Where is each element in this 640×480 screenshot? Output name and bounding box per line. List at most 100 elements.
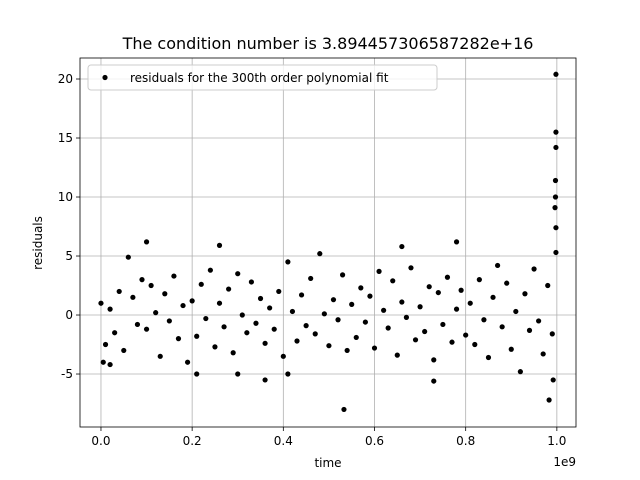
point: [431, 378, 437, 384]
point: [203, 315, 209, 322]
point: [444, 274, 451, 280]
x-offset-label: 1e9: [553, 455, 576, 469]
point: [517, 369, 523, 375]
point: [552, 194, 559, 200]
point: [408, 265, 414, 271]
point: [458, 287, 464, 293]
x-tick-label: 0.6: [365, 434, 384, 448]
point: [216, 242, 223, 248]
point: [121, 347, 127, 354]
point: [139, 277, 145, 283]
point: [553, 71, 559, 77]
point: [504, 280, 510, 286]
point: [134, 321, 141, 328]
point: [253, 320, 259, 326]
point: [226, 286, 232, 292]
point: [280, 353, 286, 359]
point: [303, 323, 309, 329]
point: [358, 285, 364, 291]
point: [285, 371, 291, 377]
point: [553, 144, 559, 151]
point: [394, 352, 400, 358]
point: [371, 345, 378, 351]
x-tick-label: 0.0: [91, 434, 110, 448]
chart-title: The condition number is 3.89445730658728…: [122, 34, 534, 53]
point: [385, 325, 391, 331]
point: [216, 300, 223, 306]
point: [248, 279, 255, 285]
point: [490, 294, 496, 300]
point: [367, 293, 373, 299]
point: [143, 239, 150, 245]
point: [125, 254, 131, 260]
point: [276, 288, 282, 295]
y-tick-label: 20: [58, 72, 73, 86]
point: [499, 324, 505, 330]
x-tick-label: 0.4: [274, 434, 293, 448]
y-tick-label: 15: [58, 131, 73, 145]
point: [166, 318, 172, 324]
x-tick-label: 0.2: [183, 434, 202, 448]
point: [549, 331, 555, 337]
point: [472, 341, 478, 348]
point: [289, 308, 296, 315]
point: [221, 324, 227, 330]
point: [262, 340, 268, 346]
point: [207, 267, 213, 273]
point: [463, 332, 469, 338]
point: [298, 292, 305, 298]
point: [485, 354, 492, 361]
axes-frame: [79, 57, 577, 428]
point: [262, 377, 268, 383]
point: [116, 288, 122, 295]
point: [100, 359, 106, 365]
point: [153, 310, 159, 316]
point: [194, 333, 200, 339]
point: [267, 305, 273, 311]
y-tick-label: 0: [65, 308, 73, 322]
point: [431, 357, 437, 363]
x-axis-label: time: [314, 456, 341, 470]
point: [341, 406, 347, 413]
point: [148, 282, 154, 289]
point: [271, 326, 277, 332]
point: [143, 326, 150, 332]
point: [399, 299, 405, 305]
legend-label: residuals for the 300th order polynomial…: [130, 71, 389, 85]
point: [330, 297, 337, 303]
point: [426, 284, 432, 290]
point: [239, 312, 245, 318]
point: [399, 243, 405, 250]
y-tick-label: 5: [65, 249, 73, 263]
point: [107, 306, 113, 312]
point: [550, 377, 556, 383]
point: [198, 281, 204, 287]
point: [326, 343, 332, 349]
x-tick-label: 0.8: [456, 434, 475, 448]
point: [522, 291, 528, 297]
point: [376, 268, 382, 274]
point: [513, 308, 519, 315]
point: [317, 251, 323, 257]
point: [112, 330, 118, 336]
point: [440, 321, 446, 328]
point: [526, 327, 533, 333]
point: [189, 298, 195, 304]
point: [546, 397, 552, 403]
point: [553, 249, 559, 256]
point: [531, 266, 537, 272]
point: [235, 271, 241, 277]
point: [339, 272, 346, 278]
y-tick-label: 10: [58, 190, 73, 204]
y-axis-label: residuals: [31, 216, 45, 270]
point: [417, 304, 423, 310]
point: [107, 361, 113, 368]
point: [403, 314, 410, 320]
point: [184, 359, 191, 365]
point: [476, 277, 482, 283]
point: [230, 350, 236, 356]
point: [157, 353, 163, 359]
point: [381, 307, 387, 313]
point: [244, 330, 250, 336]
